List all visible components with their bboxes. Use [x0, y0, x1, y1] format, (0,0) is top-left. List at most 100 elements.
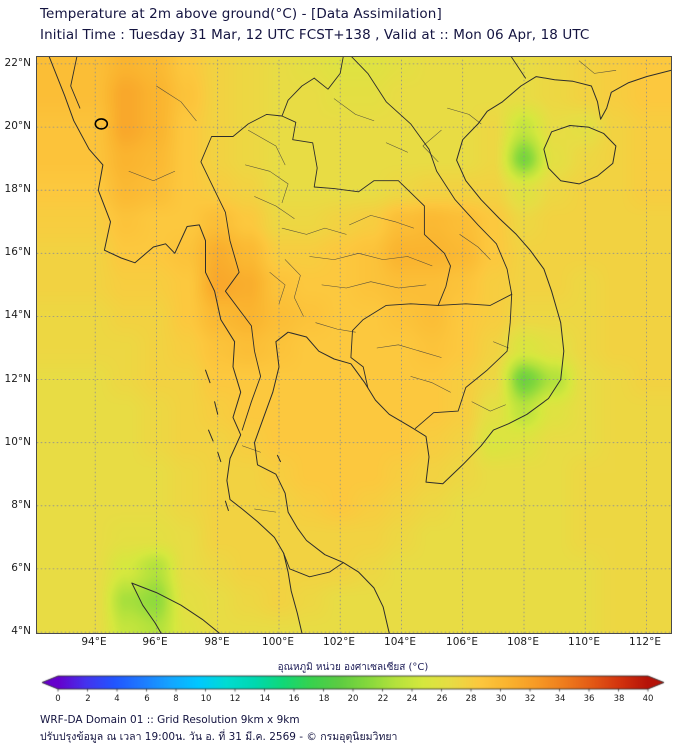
coastline [543, 125, 617, 185]
coastline [208, 429, 214, 442]
coastline [224, 500, 229, 511]
coastline [131, 582, 162, 633]
colorbar-tick-label: 38 [613, 694, 625, 704]
coastline [48, 57, 303, 633]
province-border-line [422, 129, 442, 163]
colorbar-tick-label: 14 [259, 694, 271, 704]
province-border-line [315, 322, 356, 333]
colorbar-tick-label: 30 [495, 694, 507, 704]
lon-tick-label: 96°E [142, 636, 168, 648]
province-border-line [269, 272, 286, 305]
lat-tick-label: 20°N [4, 120, 31, 132]
colorbar-tick-label: 20 [347, 694, 359, 704]
page-subtitle: Initial Time : Tuesday 31 Mar, 12 UTC FC… [40, 27, 590, 43]
colorbar-tick-label: 6 [144, 694, 150, 704]
colorbar-tick-label: 10 [200, 694, 212, 704]
colorbar-tick-label: 16 [288, 694, 300, 704]
colorbar-tick-label: 26 [436, 694, 448, 704]
lat-axis: 22°N 20°N 18°N 16°N 14°N 12°N 10°N 8°N 6°N 4°N [0, 56, 34, 637]
national-border-line [281, 77, 315, 117]
province-border-line [459, 234, 491, 260]
lon-tick-label: 104°E [384, 636, 416, 648]
page-title: Temperature at 2m above ground(°C) - [Da… [40, 6, 442, 22]
province-border-line [254, 508, 277, 513]
colorbar-tick-label: 2 [85, 694, 91, 704]
province-border-line [284, 259, 304, 317]
province-border-line [241, 445, 261, 453]
province-border-line [385, 142, 408, 153]
national-border-line [283, 552, 344, 578]
province-border-line [447, 107, 482, 125]
colorbar-tick-label: 8 [173, 694, 179, 704]
national-border-line [414, 293, 513, 429]
colorbar: อุณหภูมิ หน่วย องศาเซลเซียส (°C) 0 2 4 6 8 10… [36, 660, 670, 706]
national-border-line [437, 293, 513, 306]
colorbar-tick-label: 18 [318, 694, 330, 704]
colorbar-tick-label: 24 [406, 694, 418, 704]
colorbar-tick-label: 28 [465, 694, 477, 704]
province-border-line [376, 344, 442, 358]
lat-tick-label: 18°N [4, 183, 31, 195]
colorbar-tick-label: 34 [554, 694, 566, 704]
province-border-line [281, 227, 347, 235]
lat-tick-label: 8°N [11, 499, 31, 511]
national-border-line [350, 303, 439, 388]
province-border-line [128, 171, 176, 181]
coastline [131, 582, 220, 633]
province-border-line [493, 341, 509, 349]
colorbar-tick-label: 32 [524, 694, 536, 704]
lat-tick-label: 16°N [4, 246, 31, 258]
coastline [254, 69, 671, 633]
province-border-line [410, 376, 451, 393]
coastline [205, 369, 211, 384]
map-overlay [37, 57, 671, 633]
coastline [217, 451, 222, 463]
national-border-line [281, 115, 451, 306]
annotation-circle-marker [94, 118, 109, 130]
lat-tick-label: 22°N [4, 57, 31, 69]
lon-axis: 94°E 96°E 98°E 100°E 102°E 104°E 106°E 108°E 110… [36, 636, 672, 652]
lon-tick-label: 106°E [446, 636, 478, 648]
lon-tick-label: 112°E [629, 636, 661, 648]
temperature-field-canvas [37, 57, 671, 633]
lat-tick-label: 12°N [4, 373, 31, 385]
province-border-line [471, 401, 506, 412]
colorbar-title: อุณหภูมิ หน่วย องศาเซลเซียส (°C) [277, 662, 429, 673]
colorbar-tick-label: 36 [583, 694, 595, 704]
province-border-line [578, 60, 617, 74]
lon-tick-label: 94°E [81, 636, 107, 648]
lat-tick-label: 4°N [11, 625, 31, 637]
lat-tick-label: 14°N [4, 309, 31, 321]
colorbar-tick-label: 40 [642, 694, 654, 704]
map-plot: 22°N 20°N 18°N 16°N 14°N 12°N 10°N 8°N 6°N 4°N 94… [0, 56, 676, 660]
province-border-line [333, 98, 375, 122]
footer: WRF-DA Domain 01 :: Grid Resolution 9km … [40, 712, 397, 747]
province-border-line [254, 196, 295, 219]
colorbar-tick-label: 22 [377, 694, 389, 704]
national-border-line [200, 113, 283, 431]
footer-domain-info: WRF-DA Domain 01 :: Grid Resolution 9km … [40, 714, 300, 726]
lon-tick-label: 108°E [507, 636, 539, 648]
province-border-line [321, 281, 427, 289]
lat-tick-label: 6°N [11, 562, 31, 574]
national-border-line [351, 57, 513, 295]
coastline [214, 401, 219, 415]
lat-tick-label: 10°N [4, 436, 31, 448]
colorbar-tick-label: 0 [55, 694, 61, 704]
lon-tick-label: 100°E [262, 636, 294, 648]
province-border-line [156, 85, 197, 122]
colorbar-tick-label: 12 [229, 694, 241, 704]
colorbar-tick-label: 4 [114, 694, 120, 704]
coastline [276, 454, 281, 463]
colorbar-ticks: 0 2 4 6 8 10 12 14 16 18 20 22 24 26 28 30 32 34 36 38 40 [36, 694, 670, 706]
lon-tick-label: 98°E [204, 636, 230, 648]
national-border-line [510, 57, 526, 79]
map-frame [36, 56, 672, 634]
province-border-line [248, 129, 286, 166]
footer-update-info: ปรับปรุงข้อมูล ณ เวลา 19:00น. วัน อ. ที่… [40, 731, 398, 744]
lon-tick-label: 102°E [323, 636, 355, 648]
national-border-line [313, 57, 344, 90]
lon-tick-label: 110°E [568, 636, 600, 648]
province-border-line [349, 215, 414, 229]
